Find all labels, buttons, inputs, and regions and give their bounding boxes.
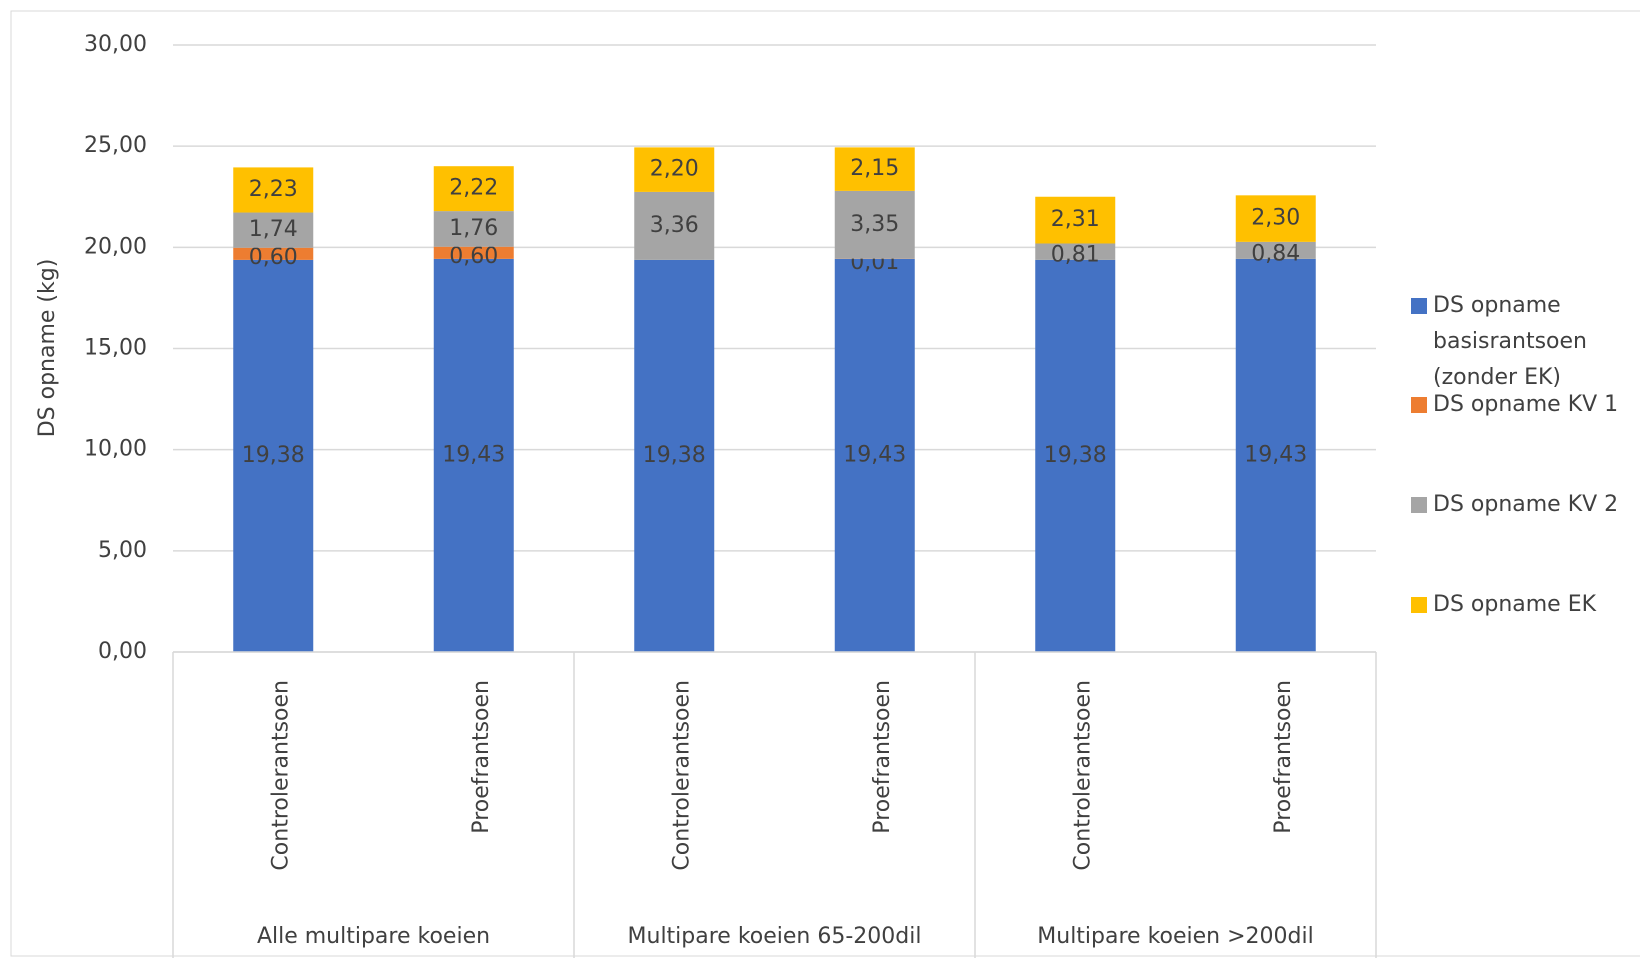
bar-segment — [233, 212, 314, 248]
group-label: Multipare koeien 65-200dil — [628, 924, 922, 949]
data-label: 19,43 — [843, 442, 906, 467]
data-label: 19,38 — [242, 443, 305, 468]
bar-segment — [634, 147, 715, 192]
chart-border — [10, 10, 1640, 957]
bar-segment — [634, 259, 715, 652]
bar-segment — [433, 258, 514, 652]
data-label: 3,35 — [850, 212, 899, 237]
legend-label: DS opname KV 2 — [1433, 492, 1619, 517]
data-label: 1,74 — [249, 217, 298, 242]
x-tick-label: Proefrantsoen — [1271, 680, 1296, 834]
legend-item: DS opname EK — [1411, 587, 1636, 623]
x-tick-label: Controlerantsoen — [1070, 680, 1095, 871]
bar-segment — [233, 247, 314, 260]
x-tick-label: Controlerantsoen — [669, 680, 694, 871]
legend-label: DS opname EK — [1433, 592, 1597, 617]
data-label: 2,15 — [850, 156, 899, 181]
data-label: 1,76 — [449, 216, 498, 241]
bar-segment — [1035, 196, 1116, 244]
group-label: Multipare koeien >200dil — [1037, 924, 1313, 949]
legend-swatch — [1411, 298, 1427, 314]
y-tick-label: 30,00 — [84, 32, 147, 57]
data-label: 2,22 — [449, 176, 498, 201]
y-tick-label: 25,00 — [84, 133, 147, 158]
data-label: 3,36 — [650, 213, 699, 238]
legend-label: DS opname basisrantsoen (zonder EK) — [1433, 293, 1587, 390]
data-label: 0,60 — [249, 245, 298, 270]
bar-segment — [1235, 258, 1316, 652]
legend-item: DS opname KV 2 — [1411, 487, 1636, 523]
bar-segment — [834, 258, 915, 652]
group-label: Alle multipare koeien — [257, 924, 490, 949]
data-label: 19,38 — [1044, 443, 1107, 468]
data-label: 2,31 — [1051, 207, 1100, 232]
data-label: 0,60 — [449, 244, 498, 269]
bar-segment — [1235, 195, 1316, 242]
y-tick-label: 20,00 — [84, 234, 147, 259]
data-label: 0,81 — [1051, 243, 1100, 268]
bar-segment — [834, 190, 915, 259]
legend-item: DS opname KV 1 — [1411, 387, 1636, 423]
x-tick-label: Controlerantsoen — [268, 680, 293, 871]
legend-label: DS opname KV 1 — [1433, 392, 1619, 417]
y-tick-label: 15,00 — [84, 336, 147, 361]
data-label: 19,38 — [643, 443, 706, 468]
legend-swatch — [1411, 597, 1427, 613]
data-label: 19,43 — [1244, 442, 1307, 467]
y-axis-label: DS opname (kg) — [35, 259, 60, 438]
data-label: 2,30 — [1251, 206, 1300, 231]
data-label: 2,23 — [249, 177, 298, 202]
data-label: 0,84 — [1251, 241, 1300, 266]
y-tick-label: 10,00 — [84, 437, 147, 462]
bar-segment — [834, 147, 915, 191]
bar-segment — [1035, 259, 1116, 652]
bar-segment — [634, 191, 715, 260]
bar-segment — [1035, 243, 1116, 260]
bar-segment — [433, 211, 514, 247]
legend-swatch — [1411, 397, 1427, 413]
bar-segment — [1235, 241, 1316, 259]
x-tick-label: Proefrantsoen — [469, 680, 494, 834]
bar-segment — [233, 167, 314, 213]
legend-item: DS opname basisrantsoen (zonder EK) — [1411, 288, 1636, 396]
bar-segment — [433, 166, 514, 212]
bar-segment — [233, 259, 314, 652]
data-label: 2,20 — [650, 157, 699, 182]
x-tick-label: Proefrantsoen — [870, 680, 895, 834]
legend-swatch — [1411, 497, 1427, 513]
y-tick-label: 0,00 — [98, 639, 147, 664]
bar-segment — [433, 246, 514, 259]
y-tick-label: 5,00 — [98, 538, 147, 563]
data-label: 19,43 — [442, 442, 505, 467]
